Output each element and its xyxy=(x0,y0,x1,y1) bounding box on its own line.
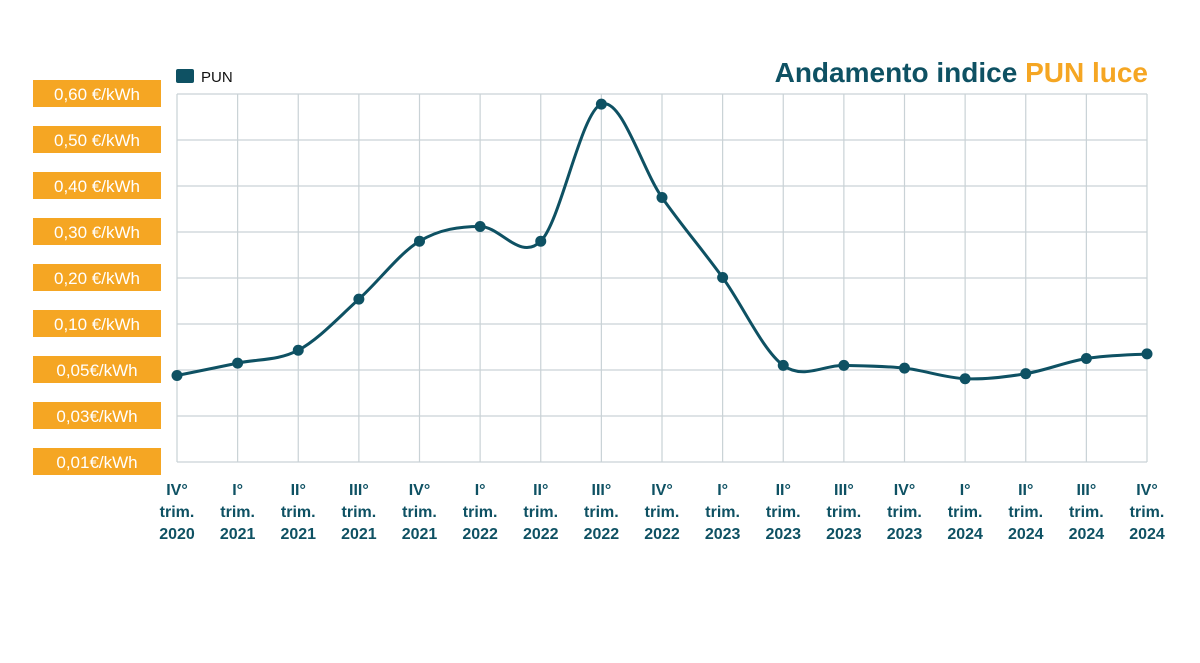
y-tick-label: 0,50 €/kWh xyxy=(54,131,140,150)
y-tick-box xyxy=(33,402,161,429)
data-point xyxy=(292,344,304,356)
y-tick-label: 0,10 €/kWh xyxy=(54,315,140,334)
x-tick-label: IV° trim. 2021 xyxy=(402,482,438,543)
y-tick-box xyxy=(33,126,161,153)
data-point xyxy=(656,192,668,203)
data-point xyxy=(232,357,244,369)
y-tick-label: 0,40 €/kWh xyxy=(54,177,140,196)
x-tick-label: III° trim. 2024 xyxy=(1069,482,1105,543)
data-point xyxy=(717,272,729,284)
legend-label-pun: PUN xyxy=(201,69,233,86)
x-tick-label: II° trim. 2021 xyxy=(280,482,316,543)
x-tick-label: II° trim. 2023 xyxy=(765,482,801,543)
chart-title-part1: Andamento indice xyxy=(775,57,1025,88)
y-tick: 0,01€/kWh xyxy=(33,448,161,475)
y-tick-box xyxy=(33,264,161,291)
y-tick-label: 0,60 €/kWh xyxy=(54,85,140,104)
y-tick-label: 0,20 €/kWh xyxy=(54,269,140,288)
data-point xyxy=(414,235,425,247)
y-tick-box xyxy=(33,356,161,383)
x-axis-tick-labels: IV° trim. 2020 I° trim. 2021 II° trim. 2021 III° t… xyxy=(159,482,1165,543)
data-point xyxy=(353,293,365,305)
data-point xyxy=(838,359,850,371)
y-tick: 0,50 €/kWh xyxy=(33,126,161,153)
chart-grid xyxy=(176,93,1148,463)
data-point xyxy=(1020,368,1032,380)
y-tick: 0,30 €/kWh xyxy=(33,218,161,245)
x-tick-label: IV° trim. 2024 xyxy=(1129,482,1165,543)
x-tick-label: IV° trim. 2023 xyxy=(887,482,923,543)
data-point xyxy=(474,220,486,232)
y-tick-label: 0,05€/kWh xyxy=(56,361,137,380)
data-point xyxy=(535,235,547,247)
x-tick-label: III° trim. 2021 xyxy=(341,482,377,543)
y-tick: 0,20 €/kWh xyxy=(33,264,161,291)
x-tick-label: III° trim. 2022 xyxy=(584,482,620,543)
y-tick-box xyxy=(33,218,161,245)
y-tick-box xyxy=(33,310,161,337)
data-point xyxy=(595,98,607,110)
y-tick-box xyxy=(33,172,161,199)
y-tick-label: 0,03€/kWh xyxy=(56,407,137,426)
legend: PUN xyxy=(176,69,233,86)
x-tick-label: I° trim. 2021 xyxy=(220,482,256,543)
y-tick: 0,60 €/kWh xyxy=(33,80,161,107)
chart-title: Andamento indice PUN luce xyxy=(775,57,1148,88)
y-tick-label: 0,01€/kWh xyxy=(56,453,137,472)
y-tick: 0,05€/kWh xyxy=(33,356,161,383)
x-tick-label: I° trim. 2022 xyxy=(462,482,498,543)
x-tick-label: IV° trim. 2022 xyxy=(644,482,680,543)
y-tick-box xyxy=(33,448,161,475)
data-point xyxy=(171,370,183,382)
x-tick-label: IV° trim. 2020 xyxy=(159,482,195,543)
y-tick: 0,10 €/kWh xyxy=(33,310,161,337)
x-tick-label: II° trim. 2024 xyxy=(1008,482,1044,543)
y-axis-tick-labels: 0,60 €/kWh 0,50 €/kWh 0,40 €/kWh 0,30 €/kWh… xyxy=(33,80,161,475)
y-tick: 0,40 €/kWh xyxy=(33,172,161,199)
x-tick-label: III° trim. 2023 xyxy=(826,482,862,543)
data-point xyxy=(777,359,789,371)
legend-swatch-pun xyxy=(176,69,194,83)
y-tick-box xyxy=(33,80,161,107)
x-tick-label: II° trim. 2022 xyxy=(523,482,559,543)
y-tick: 0,03€/kWh xyxy=(33,402,161,429)
series-points-pun xyxy=(171,98,1153,385)
data-point xyxy=(899,362,910,374)
x-tick-label: I° trim. 2023 xyxy=(705,482,741,543)
chart-title-part2: PUN luce xyxy=(1025,57,1148,88)
data-point xyxy=(1080,353,1092,364)
y-tick-label: 0,30 €/kWh xyxy=(54,223,140,242)
data-point xyxy=(959,373,971,385)
data-point xyxy=(1141,348,1153,360)
x-tick-label: I° trim. 2024 xyxy=(947,482,983,543)
